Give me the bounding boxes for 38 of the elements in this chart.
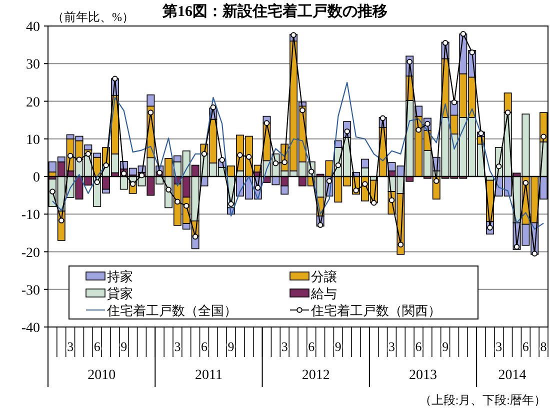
text: 2010: [88, 368, 116, 383]
x-tick-label: 9: [120, 339, 128, 354]
x-tick-label: 6: [94, 339, 101, 354]
x-tick-label: 3: [67, 339, 74, 354]
y-tick-label: 0: [33, 170, 40, 186]
y-tick-label: 20: [26, 95, 40, 110]
y-tick-label: 40: [26, 20, 40, 35]
legend-label: 分譲: [311, 269, 337, 284]
y-axis-title: （前年比、%）: [52, 10, 134, 24]
x-tick-label: 9: [442, 339, 449, 354]
y-tick-label: -30: [21, 283, 40, 298]
x-tick-label: 6: [201, 339, 208, 354]
y-tick-label: -40: [21, 321, 40, 336]
x-tick-label: 3: [281, 339, 288, 354]
legend-label: 持家: [107, 269, 133, 284]
x-tick-label: 9: [228, 339, 234, 354]
text: 2014: [498, 368, 526, 383]
x-tick-label: 6: [308, 339, 316, 354]
chart-title: 第16図：新設住宅着工戸数の推移: [162, 2, 388, 20]
y-tick-label: -20: [21, 246, 40, 261]
x-tick-label: 3: [496, 339, 502, 354]
text: （上段:月、下段:暦年）: [419, 393, 546, 407]
x-tick-label: 3: [388, 339, 395, 354]
text: 2013: [409, 368, 437, 383]
x-tick-label: 6: [415, 339, 422, 354]
x-tick-label: 8: [540, 339, 547, 354]
legend-label: 住宅着工戸数（関西）: [310, 303, 441, 318]
x-tick-label: 6: [522, 339, 530, 354]
x-tick-label: 9: [334, 339, 342, 354]
y-tick-label: 30: [26, 58, 40, 73]
y-tick-label: 10: [26, 132, 40, 148]
legend-label: 住宅着工戸数（全国）: [106, 303, 237, 318]
legend-label: 給与: [310, 286, 337, 301]
x-tick-label: 3: [174, 339, 181, 354]
y-tick-label: -10: [21, 208, 40, 224]
legend-label: 貸家: [107, 286, 133, 301]
text: 2011: [194, 368, 222, 383]
text: 2012: [302, 368, 330, 383]
